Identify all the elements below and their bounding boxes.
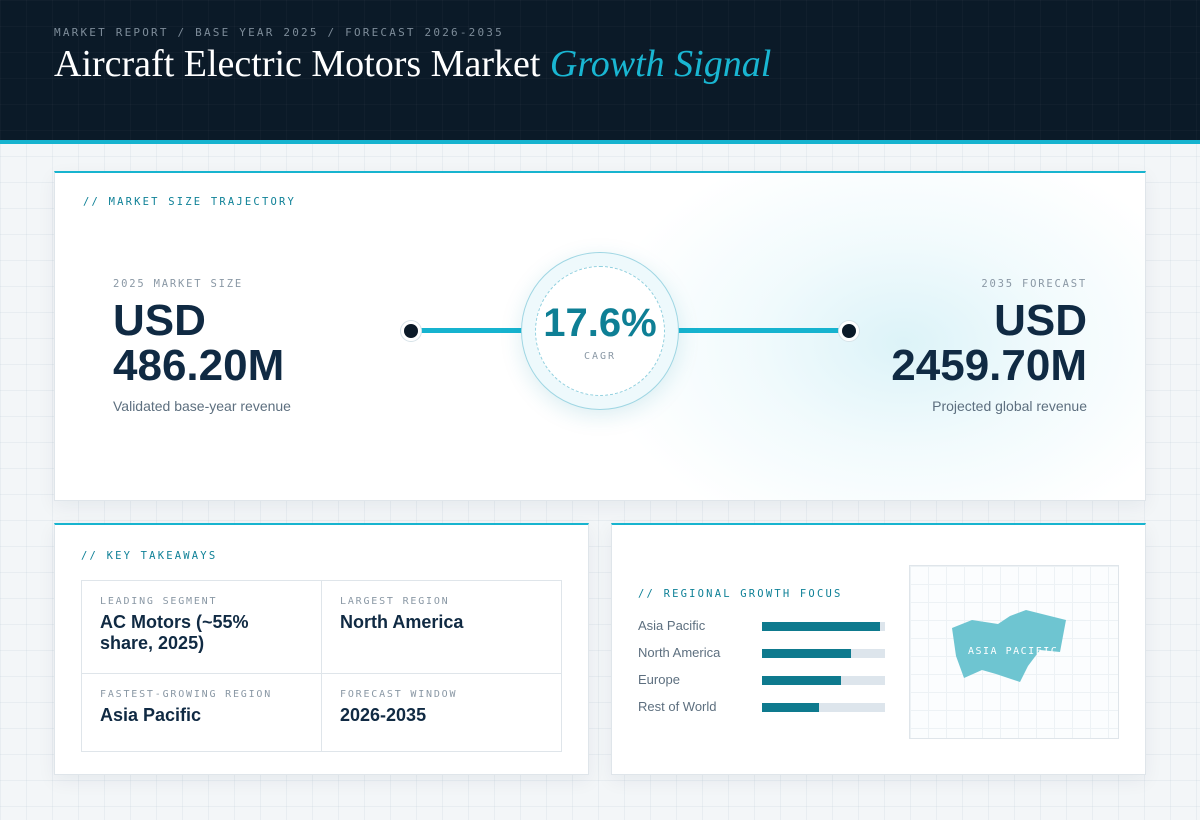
takeaway-value: North America [340,612,464,632]
breadcrumb: MARKET REPORT / BASE YEAR 2025 / FORECAS… [54,26,504,39]
end-metric-amount: 2459.70M [891,341,1087,390]
takeaway-label: LARGEST REGION [340,596,450,607]
start-metric-amount: 486.20M [113,341,285,390]
region-bar-fill [762,649,851,658]
background-glow [595,173,1145,500]
region-bar-track [762,676,885,685]
takeaways-section-label: // KEY TAKEAWAYS [81,550,218,562]
takeaway-fastest-growing-region: FASTEST-GROWING REGION Asia Pacific [100,689,305,726]
region-bar-row: Asia Pacific [638,617,888,635]
takeaway-forecast-window: FORECAST WINDOW 2026-2035 [340,689,545,726]
market-size-trajectory-card: // MARKET SIZE TRAJECTORY 2025 MARKET SI… [54,171,1146,501]
page-title: Aircraft Electric Motors Market Growth S… [54,42,771,86]
page-title-accent: Growth Signal [549,43,772,85]
trajectory-section-label: // MARKET SIZE TRAJECTORY [83,196,297,208]
asia-pacific-map-shape [952,610,1066,682]
takeaway-value: Asia Pacific [100,705,202,725]
end-metric-caption: Projected global revenue [932,398,1087,414]
end-node [839,321,859,341]
region-bar-fill [762,703,819,712]
end-metric-value: USD 2459.70M [891,298,1087,388]
region-bar-fill [762,676,841,685]
region-bar-track [762,703,885,712]
end-metric-label: 2035 FORECAST [981,278,1087,290]
grid-divider-vertical [321,581,322,751]
map-region-label: ASIA PACIFIC [968,646,1059,657]
takeaway-label: LEADING SEGMENT [100,596,218,607]
key-takeaways-card: // KEY TAKEAWAYS LEADING SEGMENT AC Moto… [54,523,589,775]
cagr-badge: 17.6% CAGR [521,252,679,410]
end-metric-currency: USD [994,296,1087,345]
region-name: Europe [638,672,680,687]
region-name: Asia Pacific [638,618,706,633]
takeaways-grid: LEADING SEGMENT AC Motors (~55% share, 2… [81,580,562,752]
start-metric-value: USD 486.20M [113,298,284,388]
region-bar-row: Rest of World [638,698,888,716]
takeaway-leading-segment: LEADING SEGMENT AC Motors (~55% share, 2… [100,596,305,654]
takeaway-largest-region: LARGEST REGION North America [340,596,545,633]
report-header: MARKET REPORT / BASE YEAR 2025 / FORECAS… [0,0,1200,144]
grid-divider-horizontal [82,673,561,674]
cagr-badge-inner-ring [535,266,665,396]
cagr-value: 17.6% [543,301,657,345]
cagr-label: CAGR [583,351,617,362]
region-bar-row: North America [638,644,888,662]
regional-section-label: // REGIONAL GROWTH FOCUS [638,588,843,600]
takeaway-label: FASTEST-GROWING REGION [100,689,273,700]
takeaway-label: FORECAST WINDOW [340,689,458,700]
regional-growth-card: // REGIONAL GROWTH FOCUS Asia Pacific No… [611,523,1146,775]
region-name: Rest of World [638,699,717,714]
start-metric-currency: USD [113,296,206,345]
takeaway-value: AC Motors (~55% share, 2025) [100,612,249,653]
region-bar-fill [762,622,881,631]
page-title-main: Aircraft Electric Motors Market [54,43,541,85]
region-bar-track [762,649,885,658]
region-bar-track [762,622,885,631]
start-node [401,321,421,341]
region-name: North America [638,645,721,660]
region-map: ASIA PACIFIC [909,565,1119,739]
region-bar-row: Europe [638,671,888,689]
start-metric-label: 2025 MARKET SIZE [113,278,243,290]
takeaway-value: 2026-2035 [340,705,427,725]
start-metric-caption: Validated base-year revenue [113,398,291,414]
